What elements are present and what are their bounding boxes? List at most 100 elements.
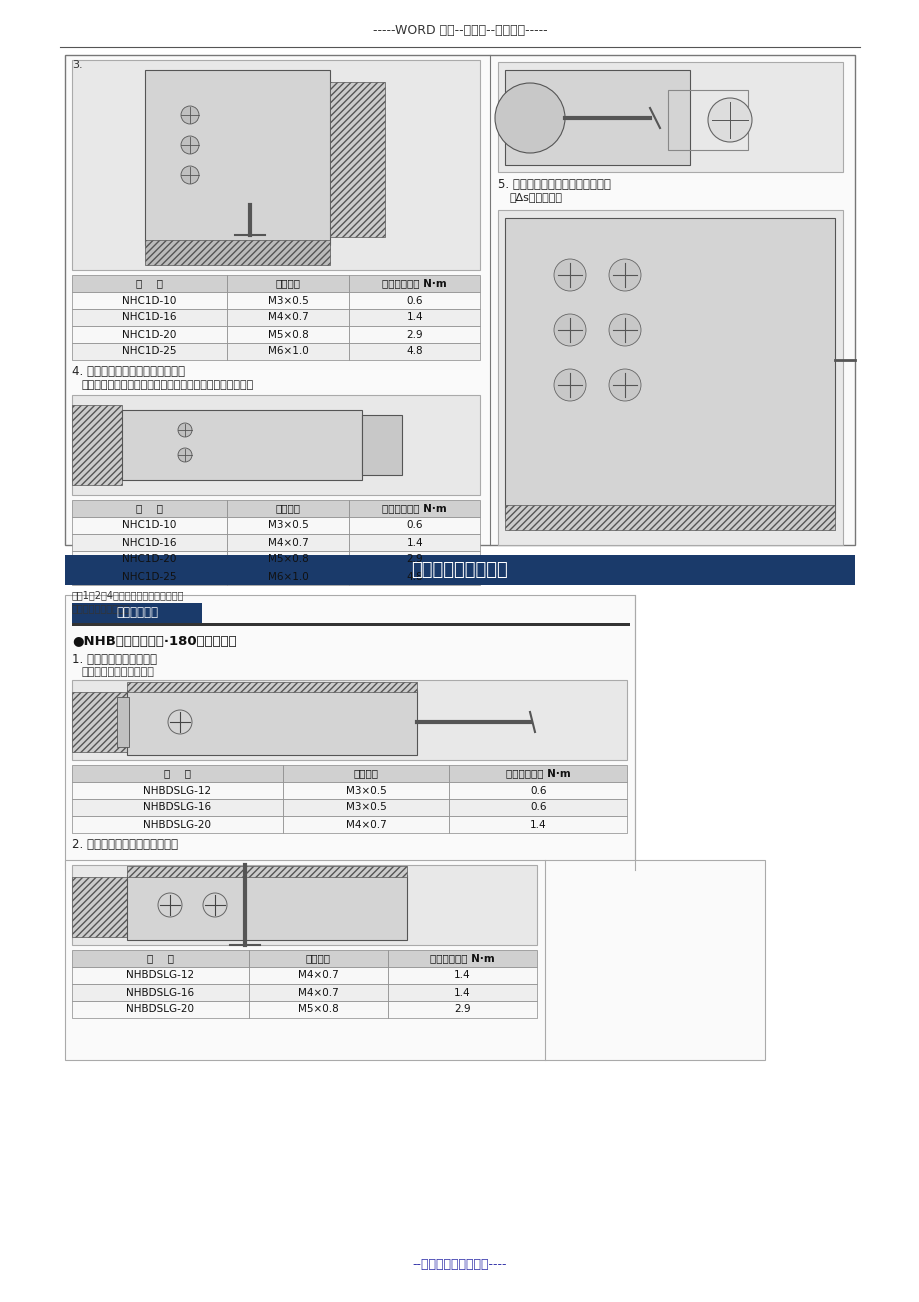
Text: NHC1D-20: NHC1D-20 — [122, 329, 176, 340]
Text: NHBDSLG-20: NHBDSLG-20 — [126, 1005, 194, 1014]
Text: 4.8: 4.8 — [406, 346, 423, 357]
Circle shape — [553, 314, 585, 346]
Text: 5. 使用本体手指滑块锁螺钉的方法: 5. 使用本体手指滑块锁螺钉的方法 — [497, 178, 610, 191]
Text: 2.9: 2.9 — [406, 555, 423, 565]
Bar — [349, 275, 480, 292]
Text: NHC1D-25: NHC1D-25 — [122, 346, 176, 357]
Circle shape — [181, 105, 199, 124]
Text: 1.4: 1.4 — [406, 538, 423, 548]
Text: 最大拧紧扭矩 N·m: 最大拧紧扭矩 N·m — [382, 279, 447, 289]
Bar — [283, 799, 448, 816]
Bar — [72, 395, 480, 495]
Bar — [227, 275, 349, 292]
Bar — [349, 568, 480, 585]
Bar — [122, 410, 361, 480]
Text: 使用螺栓: 使用螺栓 — [276, 504, 301, 513]
Text: 使用要领及注意事项: 使用要领及注意事项 — [411, 561, 508, 579]
Text: 1.4: 1.4 — [406, 312, 423, 323]
Text: 0.6: 0.6 — [406, 296, 423, 306]
Bar — [505, 70, 689, 165]
Bar — [248, 984, 388, 1001]
Bar — [72, 292, 227, 309]
Bar — [349, 551, 480, 568]
Bar — [248, 967, 388, 984]
Bar — [72, 865, 537, 945]
Text: M5×0.8: M5×0.8 — [267, 329, 308, 340]
Circle shape — [181, 135, 199, 154]
Bar — [361, 415, 402, 475]
Bar — [72, 342, 227, 359]
Bar — [227, 500, 349, 517]
Bar — [248, 950, 388, 967]
Text: 型    号: 型 号 — [136, 279, 163, 289]
Text: NHBDSLG-12: NHBDSLG-12 — [143, 785, 211, 796]
Text: --完整版学习资料分享----: --完整版学习资料分享---- — [413, 1259, 506, 1272]
Bar — [72, 967, 248, 984]
Text: 最大拧紧扭矩 N·m: 最大拧紧扭矩 N·m — [505, 768, 570, 779]
Bar — [497, 62, 842, 172]
Bar — [65, 861, 765, 1060]
Bar — [227, 309, 349, 326]
Text: 2. 使用本体两面安装螺钉的方法: 2. 使用本体两面安装螺钉的方法 — [72, 838, 177, 852]
Bar — [349, 309, 480, 326]
Text: 0.6: 0.6 — [406, 521, 423, 530]
Bar — [72, 816, 283, 833]
Bar — [72, 622, 630, 626]
Text: NHC1D-25: NHC1D-25 — [122, 572, 176, 582]
Bar — [72, 517, 227, 534]
Bar — [72, 766, 283, 783]
Bar — [349, 292, 480, 309]
Bar — [145, 240, 330, 266]
Circle shape — [553, 259, 585, 292]
Text: M4×0.7: M4×0.7 — [267, 312, 308, 323]
Bar — [505, 505, 834, 530]
Bar — [388, 950, 537, 967]
Text: M4×0.7: M4×0.7 — [346, 819, 386, 829]
Text: M5×0.8: M5×0.8 — [267, 555, 308, 565]
Bar — [283, 783, 448, 799]
Text: 1.4: 1.4 — [454, 970, 471, 980]
Text: 型    号: 型 号 — [164, 768, 191, 779]
Text: 最大拧紧扭矩 N·m: 最大拧紧扭矩 N·m — [430, 953, 494, 963]
Bar — [330, 82, 384, 237]
Text: M4×0.7: M4×0.7 — [298, 970, 338, 980]
Bar — [72, 500, 227, 517]
Text: M6×1.0: M6×1.0 — [267, 346, 308, 357]
Text: 注例1、2、4的情况下也可使用定位孔。: 注例1、2、4的情况下也可使用定位孔。 — [72, 590, 185, 600]
Bar — [72, 551, 227, 568]
Text: 0.6: 0.6 — [529, 802, 546, 812]
Circle shape — [708, 98, 751, 142]
Circle shape — [608, 314, 641, 346]
Bar — [72, 1001, 248, 1018]
Circle shape — [177, 448, 192, 462]
Text: 孔尺寸请参见尺寸图。: 孔尺寸请参见尺寸图。 — [72, 603, 130, 613]
Bar — [72, 783, 283, 799]
Bar — [388, 984, 537, 1001]
Bar — [127, 690, 416, 755]
Text: NHC1D-20: NHC1D-20 — [122, 555, 176, 565]
Bar — [72, 309, 227, 326]
Bar — [497, 210, 842, 546]
Text: 型    号: 型 号 — [136, 504, 163, 513]
Bar — [248, 1001, 388, 1018]
Bar — [72, 568, 227, 585]
Circle shape — [608, 259, 641, 292]
Circle shape — [608, 368, 641, 401]
Text: （∆s不具备。）: （∆s不具备。） — [509, 193, 562, 203]
Bar — [448, 766, 627, 783]
Bar — [65, 55, 854, 546]
Text: M4×0.7: M4×0.7 — [298, 987, 338, 997]
Text: 4.8: 4.8 — [406, 572, 423, 582]
Text: NHBDSLG-16: NHBDSLG-16 — [143, 802, 211, 812]
Text: NHBDSLG-16: NHBDSLG-16 — [126, 987, 194, 997]
Bar — [72, 275, 227, 292]
Bar — [72, 799, 283, 816]
Bar — [145, 70, 330, 245]
Bar — [349, 517, 480, 534]
Text: M3×0.5: M3×0.5 — [346, 802, 386, 812]
Bar — [72, 326, 227, 342]
Text: 使用螺栓: 使用螺栓 — [306, 953, 331, 963]
Text: 1.4: 1.4 — [454, 987, 471, 997]
Circle shape — [553, 368, 585, 401]
Bar — [227, 326, 349, 342]
